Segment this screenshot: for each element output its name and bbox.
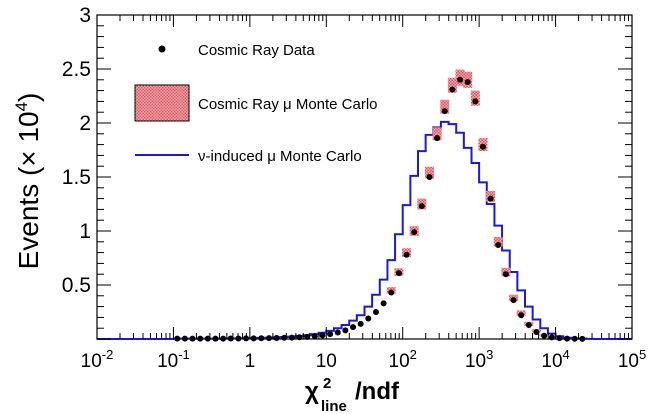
data-point <box>464 78 471 85</box>
x-tick-label: 10 <box>316 351 337 372</box>
data-point <box>181 335 188 342</box>
data-point <box>342 327 349 334</box>
data-point <box>518 312 525 319</box>
y-tick-label: 1.5 <box>62 166 91 189</box>
y-axis-title: Events (× 104) <box>12 93 44 270</box>
x-tick-label: 105 <box>618 347 646 372</box>
data-point <box>510 297 517 304</box>
x-tick-label: 10-2 <box>81 347 114 372</box>
data-point <box>265 335 272 342</box>
cosmic-mc-box <box>493 236 503 247</box>
data-point <box>258 335 265 342</box>
data-point <box>434 135 441 142</box>
data-point <box>449 86 456 93</box>
y-tick-label: 3 <box>79 4 91 27</box>
data-point <box>495 242 502 249</box>
y-tick-label: 2.5 <box>62 58 91 81</box>
data-point <box>571 335 578 342</box>
data-point <box>564 335 571 342</box>
data-point <box>288 334 295 341</box>
data-point <box>487 195 494 202</box>
data-point <box>441 108 448 115</box>
data-point <box>174 335 181 342</box>
y-tick-label: 2 <box>79 112 91 135</box>
data-point <box>250 335 257 342</box>
data-point <box>388 289 395 296</box>
data-point <box>350 324 357 331</box>
data-point <box>273 334 280 341</box>
y-tick-label: 0.5 <box>62 274 91 297</box>
data-point <box>457 76 464 83</box>
data-point <box>372 309 379 315</box>
data-point <box>327 331 334 338</box>
cosmic-mc-box <box>424 166 434 179</box>
data-point <box>365 315 372 322</box>
y-tick-label: 1 <box>79 220 91 243</box>
data-point <box>525 321 532 328</box>
data-point <box>304 333 311 340</box>
x-axis-title: χ 2 line/ndf <box>305 375 400 414</box>
data-point <box>212 335 219 342</box>
data-point <box>189 335 196 342</box>
x-tick-label: 104 <box>541 347 569 372</box>
x-tick-label: 10-1 <box>157 347 190 372</box>
data-point <box>395 270 402 277</box>
data-point <box>502 271 509 278</box>
cosmic-mc-box <box>432 127 442 141</box>
data-point <box>197 335 204 342</box>
legend-label: Cosmic Ray μ Monte Carlo <box>198 96 378 113</box>
legend-label: Cosmic Ray Data <box>198 42 315 59</box>
legend-label: ν-induced μ Monte Carlo <box>198 148 362 165</box>
data-point <box>426 174 433 180</box>
data-point <box>227 335 234 342</box>
plot-area-frame <box>96 14 633 340</box>
data-point <box>380 300 387 307</box>
data-point <box>533 328 540 335</box>
data-point <box>334 329 341 336</box>
data-point <box>579 335 586 342</box>
cosmic-mc-box <box>447 77 457 93</box>
legend-marker-data <box>158 45 166 53</box>
data-point <box>479 143 486 150</box>
cosmic-mc-box <box>440 99 450 114</box>
data-point <box>418 203 425 210</box>
x-tick-label: 103 <box>465 347 493 372</box>
data-point <box>472 98 479 105</box>
x-tick-label: 102 <box>389 347 417 372</box>
cosmic-mc-box <box>470 90 480 106</box>
data-point <box>296 334 303 341</box>
data-point <box>403 251 410 258</box>
data-point <box>556 335 563 342</box>
data-point <box>204 335 211 342</box>
data-point <box>220 335 227 342</box>
data-point <box>411 229 418 236</box>
legend-box-cosmic-mc <box>134 84 190 122</box>
x-tick-label: 1 <box>245 351 256 372</box>
data-point <box>281 334 288 341</box>
data-point <box>357 320 364 327</box>
